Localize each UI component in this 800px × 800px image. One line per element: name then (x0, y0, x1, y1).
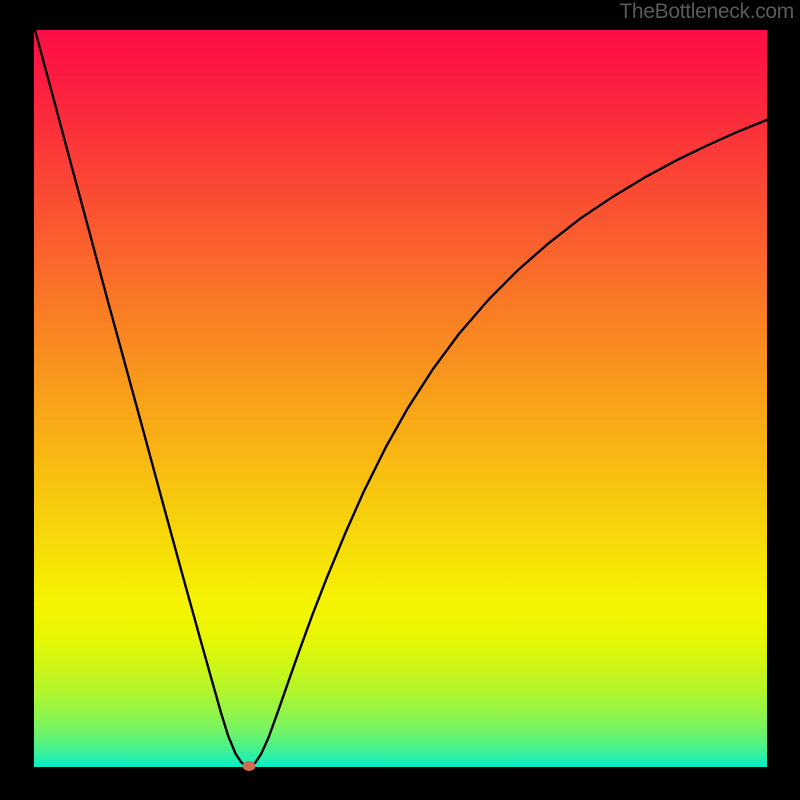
attribution-text: TheBottleneck.com (619, 0, 794, 24)
plot-frame (34, 30, 767, 767)
bottleneck-curve (34, 30, 767, 766)
curve-layer (34, 30, 767, 767)
minimum-marker (242, 761, 255, 771)
